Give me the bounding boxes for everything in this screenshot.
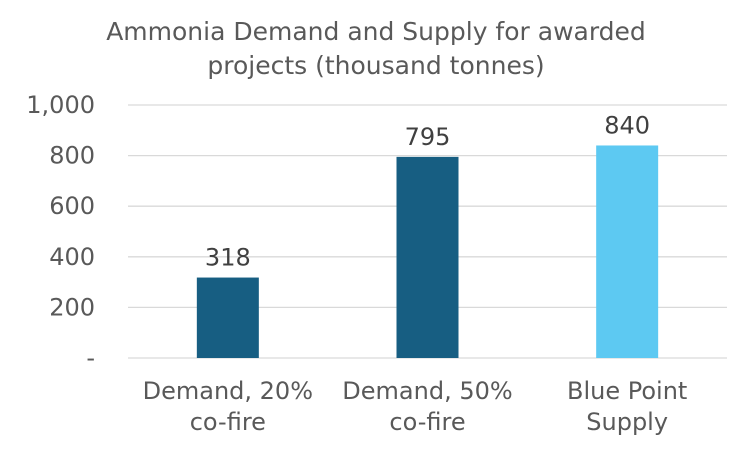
data-label: 318 bbox=[205, 244, 251, 272]
y-tick-label: - bbox=[86, 344, 95, 372]
y-tick-label: 600 bbox=[49, 192, 95, 220]
bar bbox=[596, 145, 659, 358]
bar bbox=[196, 277, 259, 358]
bar bbox=[396, 156, 459, 358]
y-tick-label: 800 bbox=[49, 142, 95, 170]
chart-title-line-2: projects (thousand tonnes) bbox=[207, 51, 544, 80]
y-tick-label: 1,000 bbox=[26, 91, 95, 119]
x-category-label: Blue Point bbox=[567, 377, 687, 405]
bars bbox=[196, 145, 659, 358]
data-label: 795 bbox=[405, 123, 451, 151]
x-category-label: co-fire bbox=[190, 408, 266, 436]
x-category-label: Supply bbox=[586, 408, 668, 436]
y-tick-label: 200 bbox=[49, 293, 95, 321]
y-tick-label: 400 bbox=[49, 243, 95, 271]
x-category-label: co-fire bbox=[389, 408, 465, 436]
x-category-label: Demand, 20% bbox=[143, 377, 313, 405]
chart-title-line-1: Ammonia Demand and Supply for awarded bbox=[106, 17, 646, 46]
data-label: 840 bbox=[604, 111, 650, 139]
x-category-label: Demand, 50% bbox=[342, 377, 512, 405]
x-axis-category-labels: Demand, 20% co-fire Demand, 50% co-fire Blue… bbox=[143, 377, 688, 436]
data-labels: 318 795 840 bbox=[205, 111, 650, 271]
y-axis-tick-labels: - 200 400 600 800 1,000 bbox=[26, 91, 95, 372]
